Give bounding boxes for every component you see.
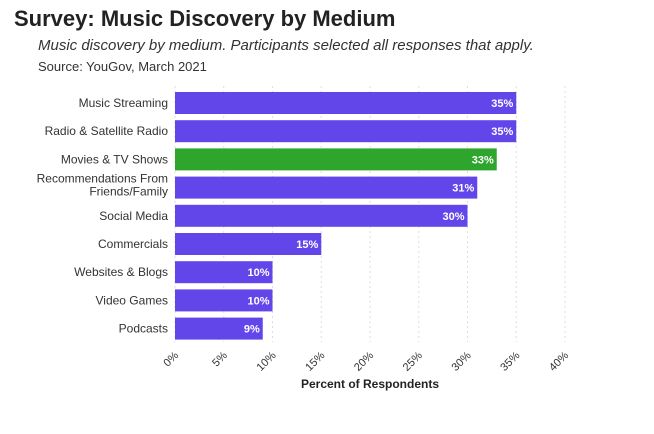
bar — [175, 148, 497, 171]
tick-label: 25% — [401, 349, 425, 373]
bar — [175, 120, 517, 143]
tick-label: 15% — [303, 349, 327, 373]
tick-label: 35% — [498, 349, 522, 373]
value-label: 9% — [244, 324, 260, 336]
category-label: Websites & Blogs — [74, 265, 168, 279]
value-label: 35% — [491, 126, 513, 138]
category-label: Video Games — [96, 293, 169, 307]
tick-label: 20% — [352, 349, 376, 373]
value-label: 30% — [442, 211, 464, 223]
category-label: Podcasts — [119, 322, 168, 336]
tick-label: 10% — [255, 349, 279, 373]
category-label: Music Streaming — [79, 96, 168, 110]
chart-source: Source: YouGov, March 2021 — [38, 59, 207, 74]
bar — [175, 176, 478, 199]
tick-label: 5% — [210, 349, 230, 369]
value-label: 33% — [472, 154, 494, 166]
chart-title: Survey: Music Discovery by Medium — [14, 6, 396, 31]
value-label: 10% — [247, 295, 269, 307]
tick-label: 30% — [450, 349, 474, 373]
value-label: 31% — [452, 183, 474, 195]
chart-subtitle: Music discovery by medium. Participants … — [38, 37, 534, 54]
bar — [175, 289, 273, 312]
value-label: 15% — [296, 239, 318, 251]
value-label: 10% — [247, 267, 269, 279]
category-label: Movies & TV Shows — [61, 152, 168, 166]
tick-label: 40% — [547, 349, 571, 373]
bar — [175, 317, 263, 340]
bar — [175, 92, 517, 114]
category-label: Social Media — [99, 209, 168, 223]
bar — [175, 261, 273, 284]
category-label: Radio & Satellite Radio — [45, 124, 169, 138]
x-axis-title: Percent of Respondents — [301, 377, 439, 391]
category-label: Commercials — [98, 237, 168, 251]
category-label: Recommendations From Friends/Family — [37, 172, 168, 199]
value-label: 35% — [491, 98, 513, 110]
bar — [175, 204, 468, 227]
bar — [175, 233, 322, 255]
tick-label: 0% — [161, 349, 181, 369]
